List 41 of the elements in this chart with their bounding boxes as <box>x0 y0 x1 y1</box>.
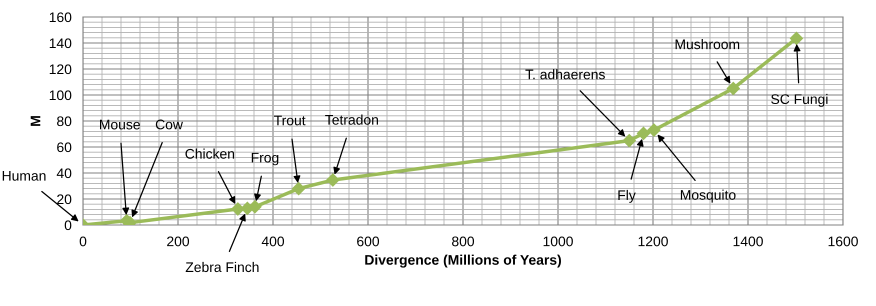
point <box>292 182 306 196</box>
x-tick-label: 800 <box>452 236 474 246</box>
annotation: Fly <box>618 190 636 203</box>
y-tick-label: 120 <box>50 64 72 74</box>
point <box>326 173 340 187</box>
annotation: Mouse <box>100 120 140 130</box>
point <box>790 32 804 45</box>
x-tick-label: 0 <box>80 236 86 246</box>
y-tick-label: 80 <box>57 116 72 126</box>
annotation: Mosquito <box>680 190 736 203</box>
annotation: Tetradon <box>325 114 378 125</box>
x-tick-label: 1400 <box>734 236 763 246</box>
point <box>636 126 650 140</box>
annotation: Human <box>2 171 46 181</box>
annotation: T. adhaerens <box>525 69 605 80</box>
y-tick-label: 0 <box>64 220 72 230</box>
y-tick-label: 140 <box>50 38 72 48</box>
point <box>231 202 244 216</box>
x-tick-label: 1600 <box>828 236 858 246</box>
annotation: SC Fungi <box>771 94 828 107</box>
x-tick-label: 1000 <box>544 236 573 246</box>
y-tick-label: 160 <box>50 12 72 22</box>
y-tick-label: 40 <box>56 168 72 178</box>
annotation: Zebra Finch <box>186 262 259 272</box>
annotation: Frog <box>252 152 278 166</box>
y-tick-label: 100 <box>50 90 72 100</box>
x-tick-label: 1200 <box>638 236 668 246</box>
y-axis-title: M <box>30 116 40 126</box>
point <box>622 134 636 148</box>
annotation: Trout <box>274 116 306 126</box>
annotation: Cow <box>156 120 183 130</box>
y-tick-label: 20 <box>57 194 72 204</box>
annotation: Mushroom <box>676 39 740 50</box>
point <box>726 82 740 96</box>
point <box>647 124 661 137</box>
y-tick-label: 60 <box>57 142 72 152</box>
x-tick-label: 200 <box>167 236 190 246</box>
x-tick-label: 400 <box>262 236 284 246</box>
x-tick-label: 600 <box>357 236 380 246</box>
annotation: Chicken <box>185 148 234 159</box>
x-axis-title: Divergence (Millions of Years) <box>365 254 561 268</box>
